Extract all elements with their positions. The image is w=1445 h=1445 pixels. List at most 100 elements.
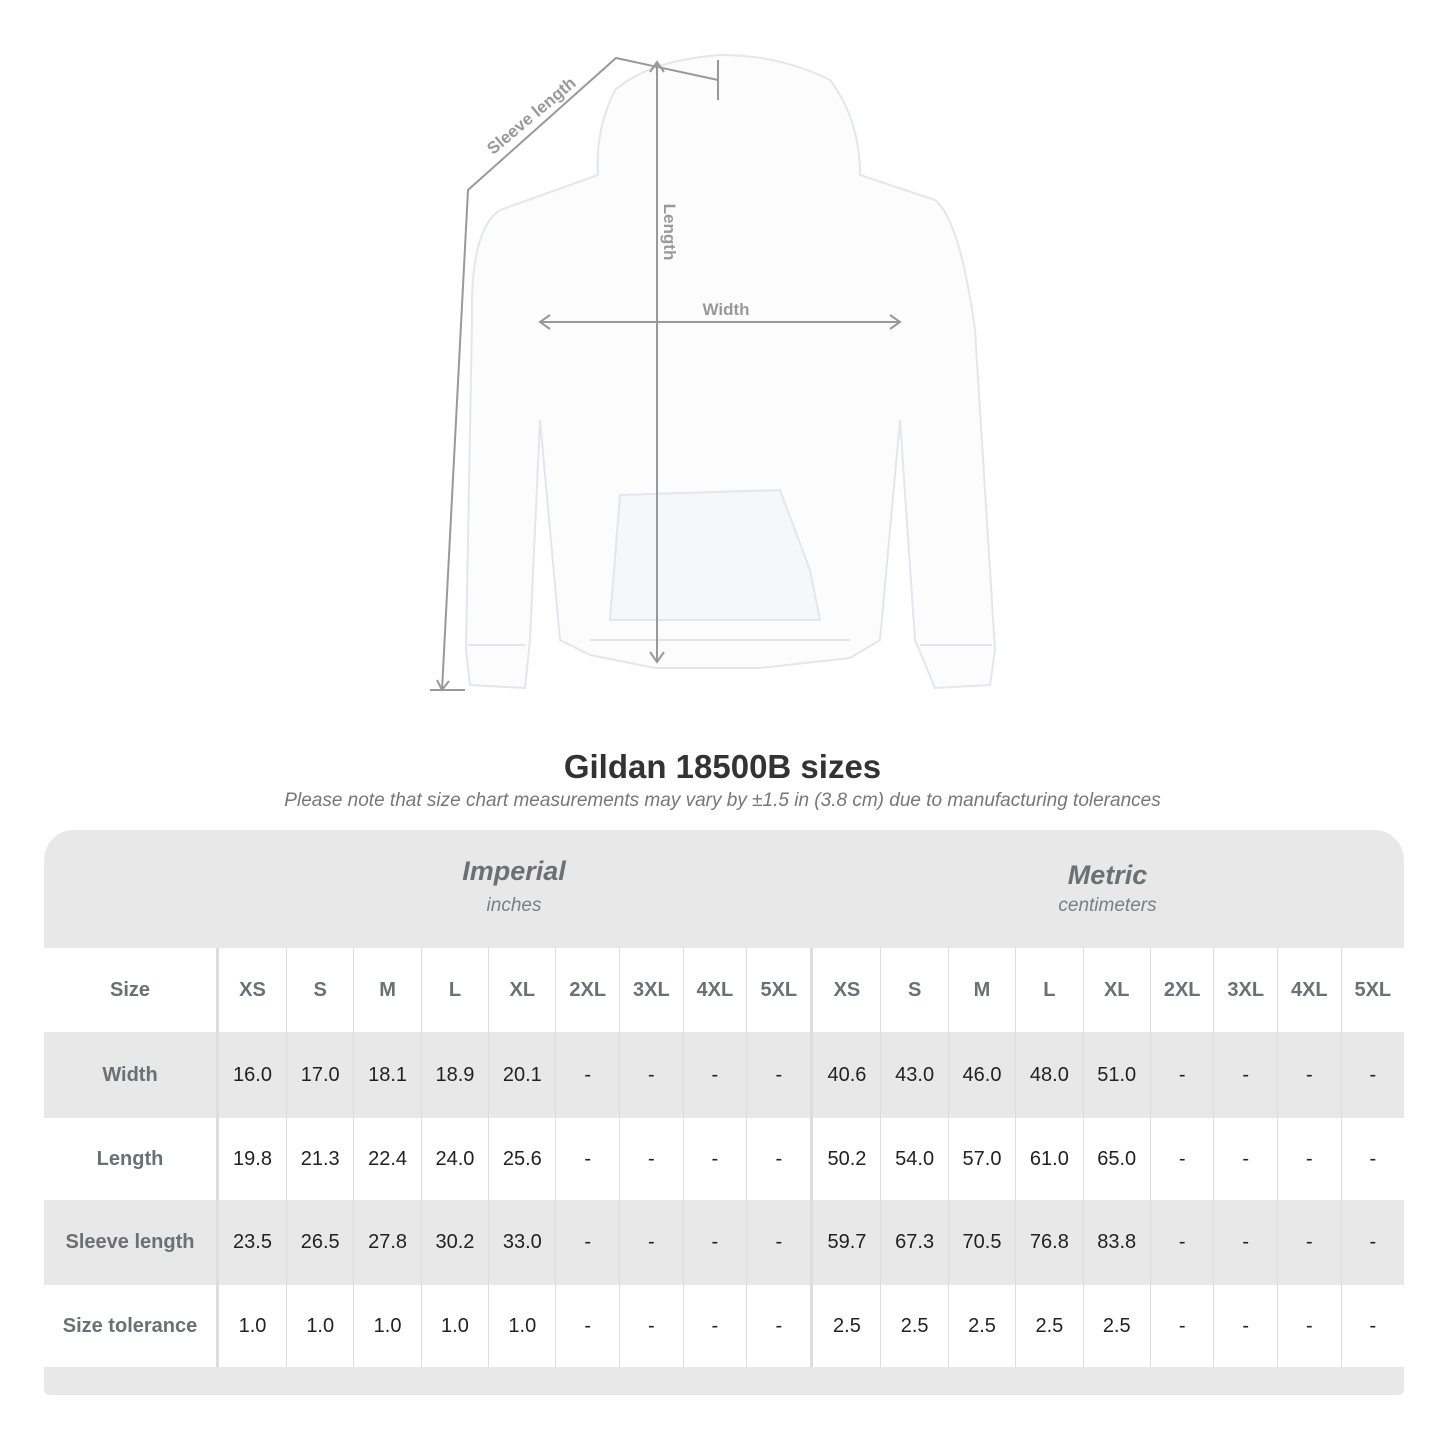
imperial-cell: 1.0 [420, 1285, 489, 1367]
metric-cell: 65.0 [1082, 1118, 1151, 1200]
imperial-cell: 30.2 [420, 1200, 489, 1285]
metric-cell: 83.8 [1082, 1200, 1151, 1285]
metric-cell: - [1340, 1285, 1404, 1367]
hoodie-diagram: Sleeve length Length Width [430, 53, 997, 692]
size-header-metric: 4XL [1277, 948, 1342, 1032]
metric-cell: - [1340, 1200, 1404, 1285]
imperial-cell: - [682, 1285, 747, 1367]
metric-cell: - [1149, 1118, 1214, 1200]
size-header-metric: M [947, 948, 1016, 1032]
metric-cell: 2.5 [947, 1285, 1016, 1367]
metric-cell: 2.5 [810, 1285, 881, 1367]
metric-cell: - [1213, 1118, 1278, 1200]
metric-cell: 67.3 [880, 1200, 949, 1285]
size-header-imperial: XS [216, 948, 287, 1032]
metric-unit: centimeters [1058, 895, 1157, 916]
imperial-cell: - [746, 1032, 812, 1118]
imperial-cell: 1.0 [286, 1285, 354, 1367]
metric-cell: 2.5 [1015, 1285, 1084, 1367]
size-header-imperial: 2XL [555, 948, 620, 1032]
imperial-cell: 19.8 [216, 1118, 287, 1200]
metric-cell: - [1277, 1285, 1342, 1367]
metric-cell: - [1149, 1285, 1214, 1367]
metric-cell: 50.2 [810, 1118, 881, 1200]
metric-header: Metric centimeters [811, 830, 1404, 948]
imperial-cell: 25.6 [488, 1118, 556, 1200]
imperial-cell: - [619, 1118, 684, 1200]
metric-cell: 54.0 [880, 1118, 949, 1200]
imperial-cell: 1.0 [488, 1285, 556, 1367]
metric-cell: 48.0 [1015, 1032, 1084, 1118]
row-label: Size tolerance [44, 1285, 219, 1367]
metric-cell: - [1149, 1200, 1214, 1285]
row-label: Width [44, 1032, 219, 1118]
imperial-cell: 23.5 [216, 1200, 287, 1285]
imperial-cell: - [619, 1285, 684, 1367]
metric-cell: 61.0 [1015, 1118, 1084, 1200]
imperial-cell: - [619, 1200, 684, 1285]
size-header-imperial: 3XL [619, 948, 684, 1032]
metric-cell: 76.8 [1015, 1200, 1084, 1285]
size-header-metric: S [880, 948, 949, 1032]
imperial-cell: - [555, 1200, 620, 1285]
size-header-metric: XL [1082, 948, 1151, 1032]
size-label: Size [44, 948, 219, 1032]
size-header-metric: 2XL [1149, 948, 1214, 1032]
metric-cell: 46.0 [947, 1032, 1016, 1118]
metric-cell: - [1277, 1200, 1342, 1285]
imperial-cell: - [746, 1200, 812, 1285]
size-header-imperial: 4XL [682, 948, 747, 1032]
metric-cell: - [1340, 1032, 1404, 1118]
size-header-metric: 3XL [1213, 948, 1278, 1032]
imperial-cell: 27.8 [353, 1200, 422, 1285]
metric-cell: - [1340, 1118, 1404, 1200]
length-label: Length [660, 204, 679, 261]
imperial-cell: 18.1 [353, 1032, 422, 1118]
width-label: Width [702, 300, 749, 319]
table-row: Size tolerance 1.0 1.0 1.0 1.0 1.0- - - -2.5 2.5 2… [44, 1285, 1404, 1367]
row-label: Sleeve length [44, 1200, 219, 1285]
imperial-cell: - [682, 1118, 747, 1200]
imperial-cell: 1.0 [353, 1285, 422, 1367]
metric-cell: 59.7 [810, 1200, 881, 1285]
metric-cell: - [1213, 1200, 1278, 1285]
size-header-metric: XS [810, 948, 881, 1032]
metric-cell: - [1213, 1032, 1278, 1118]
row-label: Length [44, 1118, 219, 1200]
size-header-metric: L [1015, 948, 1084, 1032]
metric-cell: 57.0 [947, 1118, 1016, 1200]
imperial-cell: - [682, 1200, 747, 1285]
metric-cell: - [1277, 1118, 1342, 1200]
metric-cell: 51.0 [1082, 1032, 1151, 1118]
imperial-cell: 21.3 [286, 1118, 354, 1200]
metric-cell: 40.6 [810, 1032, 881, 1118]
imperial-cell: 24.0 [420, 1118, 489, 1200]
page-title: Gildan 18500B sizes [563, 748, 882, 785]
metric-cell: - [1213, 1285, 1278, 1367]
metric-cell: - [1277, 1032, 1342, 1118]
imperial-cell: - [555, 1285, 620, 1367]
hoodie-illustration [464, 53, 997, 690]
table-row: Width 16.0 17.0 18.1 18.9 20.1- - - -40.6 43.0 46.… [44, 1032, 1404, 1118]
size-header-imperial: XL [488, 948, 556, 1032]
imperial-cell: - [682, 1032, 747, 1118]
imperial-cell: - [746, 1118, 812, 1200]
sleeve-length-label: Sleeve length [483, 73, 579, 158]
imperial-cell: - [746, 1285, 812, 1367]
imperial-header: Imperial inches [217, 830, 811, 948]
size-table: Imperial inches Metric centimeters Size X… [44, 830, 1404, 1395]
imperial-cell: 26.5 [286, 1200, 354, 1285]
size-header-imperial: M [353, 948, 422, 1032]
imperial-cell: 17.0 [286, 1032, 354, 1118]
tolerance-note: Please note that size chart measurements… [284, 790, 1161, 811]
imperial-cell: 1.0 [216, 1285, 287, 1367]
imperial-title: Imperial [462, 856, 566, 886]
table-row: Length 19.8 21.3 22.4 24.0 25.6- - - -50.2 54.0 57… [44, 1118, 1404, 1200]
measurement-lines [430, 56, 902, 692]
metric-cell: 2.5 [1082, 1285, 1151, 1367]
imperial-cell: 16.0 [216, 1032, 287, 1118]
size-grid: Size XS S M L XL 2XL 3XL 4XL 5XL XS S M L XL 2XL 3XL 4XL 5… [44, 948, 1404, 1367]
size-header-imperial: S [286, 948, 354, 1032]
imperial-unit: inches [486, 895, 542, 916]
